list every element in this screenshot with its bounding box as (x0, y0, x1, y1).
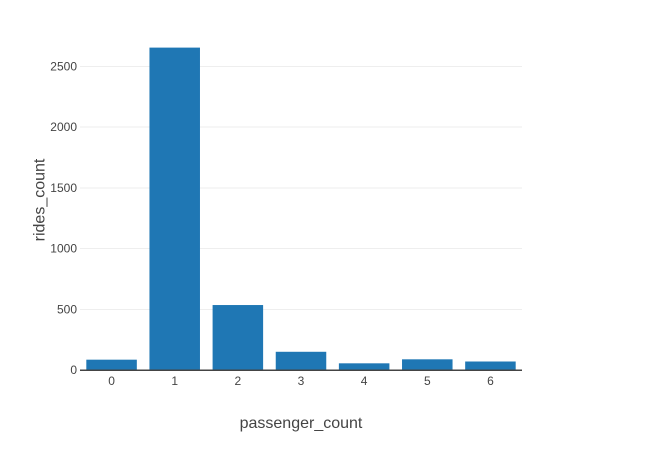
y-tick-label: 2000 (50, 120, 77, 134)
bar-3 (275, 351, 327, 370)
x-tick-label: 4 (361, 374, 368, 388)
bar-6 (465, 361, 516, 370)
gridlines (80, 65, 522, 310)
y-tick-label: 500 (57, 302, 77, 316)
bars (86, 47, 516, 370)
x-tick-label: 6 (487, 374, 494, 388)
y-tick-label: 0 (70, 363, 77, 377)
x-tick-label: 2 (235, 374, 242, 388)
bar-1 (149, 47, 200, 370)
bar-0 (86, 359, 137, 370)
y-axis-title: rides_count (32, 158, 49, 241)
x-tick-label: 3 (298, 374, 305, 388)
x-axis-title: passenger_count (240, 415, 363, 432)
y-tick-label: 1000 (50, 242, 77, 256)
bar-5 (402, 359, 453, 370)
x-tick-label: 0 (108, 374, 115, 388)
x-tick-label: 1 (171, 374, 178, 388)
bar-4 (338, 363, 390, 370)
bar-2 (212, 305, 264, 370)
x-tick-label: 5 (424, 374, 431, 388)
y-tick-labels: 0 500 1000 1500 2000 2500 (50, 59, 77, 377)
y-tick-label: 1500 (50, 181, 77, 195)
y-tick-label: 2500 (50, 59, 77, 73)
x-tick-labels: 0 1 2 3 4 5 6 (108, 374, 494, 388)
